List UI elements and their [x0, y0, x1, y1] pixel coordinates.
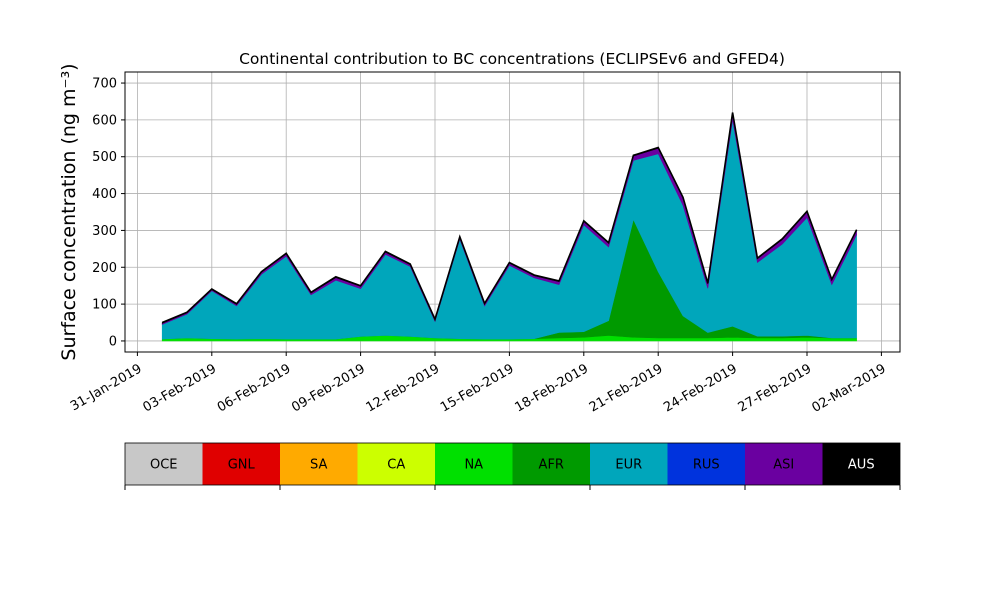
legend-label-gnl: GNL — [228, 458, 256, 473]
legend-swatch-asi — [745, 443, 823, 485]
stacked-areas — [161, 112, 858, 342]
x-tick-label: 21-Feb-2019 — [587, 361, 666, 415]
x-tick-label: 18-Feb-2019 — [512, 361, 591, 415]
y-tick-label: 100 — [92, 298, 117, 313]
x-tick-label: 24-Feb-2019 — [661, 361, 740, 415]
legend-swatch-aus — [822, 443, 900, 485]
legend-label-afr: AFR — [539, 458, 564, 473]
x-tick-label: 09-Feb-2019 — [289, 361, 368, 415]
x-tick-label: 15-Feb-2019 — [438, 361, 517, 415]
y-tick-label: 400 — [92, 187, 117, 202]
legend-label-asi: ASI — [773, 458, 794, 473]
y-tick-label: 500 — [92, 150, 117, 165]
legend-colorbar: OCE GNL SA CA NA AFR EUR RUS ASI AUS — [124, 442, 901, 490]
legend-swatch-oce — [125, 443, 203, 485]
legend-swatch-sa — [280, 443, 358, 485]
legend-swatch-na — [435, 443, 513, 485]
legend-label-eur: EUR — [615, 458, 642, 473]
legend-label-rus: RUS — [693, 458, 720, 473]
legend-swatch-rus — [667, 443, 745, 485]
y-axis-label: Surface concentration (ng m⁻³) — [58, 63, 80, 360]
y-tick-label: 700 — [92, 77, 117, 92]
legend-swatch-ca — [357, 443, 435, 485]
legend-label-ca: CA — [387, 458, 405, 473]
y-tick-label: 300 — [92, 224, 117, 239]
legend-frame — [124, 442, 901, 486]
plot-frame — [124, 71, 901, 353]
legend-label-aus: AUS — [848, 458, 875, 473]
x-tick-label: 02-Mar-2019 — [809, 361, 888, 415]
legend-label-oce: OCE — [150, 458, 178, 473]
x-tick-label: 03-Feb-2019 — [140, 361, 219, 415]
x-tick-label: 31-Jan-2019 — [68, 361, 145, 414]
y-tick-label: 600 — [92, 113, 117, 128]
chart-title: Continental contribution to BC concentra… — [239, 50, 785, 68]
legend-swatch-eur — [590, 443, 668, 485]
x-tick-label: 27-Feb-2019 — [736, 361, 815, 415]
legend-label-sa: SA — [310, 458, 327, 473]
legend-label-na: NA — [464, 458, 483, 473]
y-tick-label: 0 — [109, 334, 117, 349]
x-tick-label: 12-Feb-2019 — [364, 361, 443, 415]
legend-swatch-gnl — [202, 443, 280, 485]
legend-swatch-afr — [512, 443, 590, 485]
x-tick-label: 06-Feb-2019 — [215, 361, 294, 415]
y-tick-label: 200 — [92, 261, 117, 276]
total-outline — [161, 112, 858, 324]
